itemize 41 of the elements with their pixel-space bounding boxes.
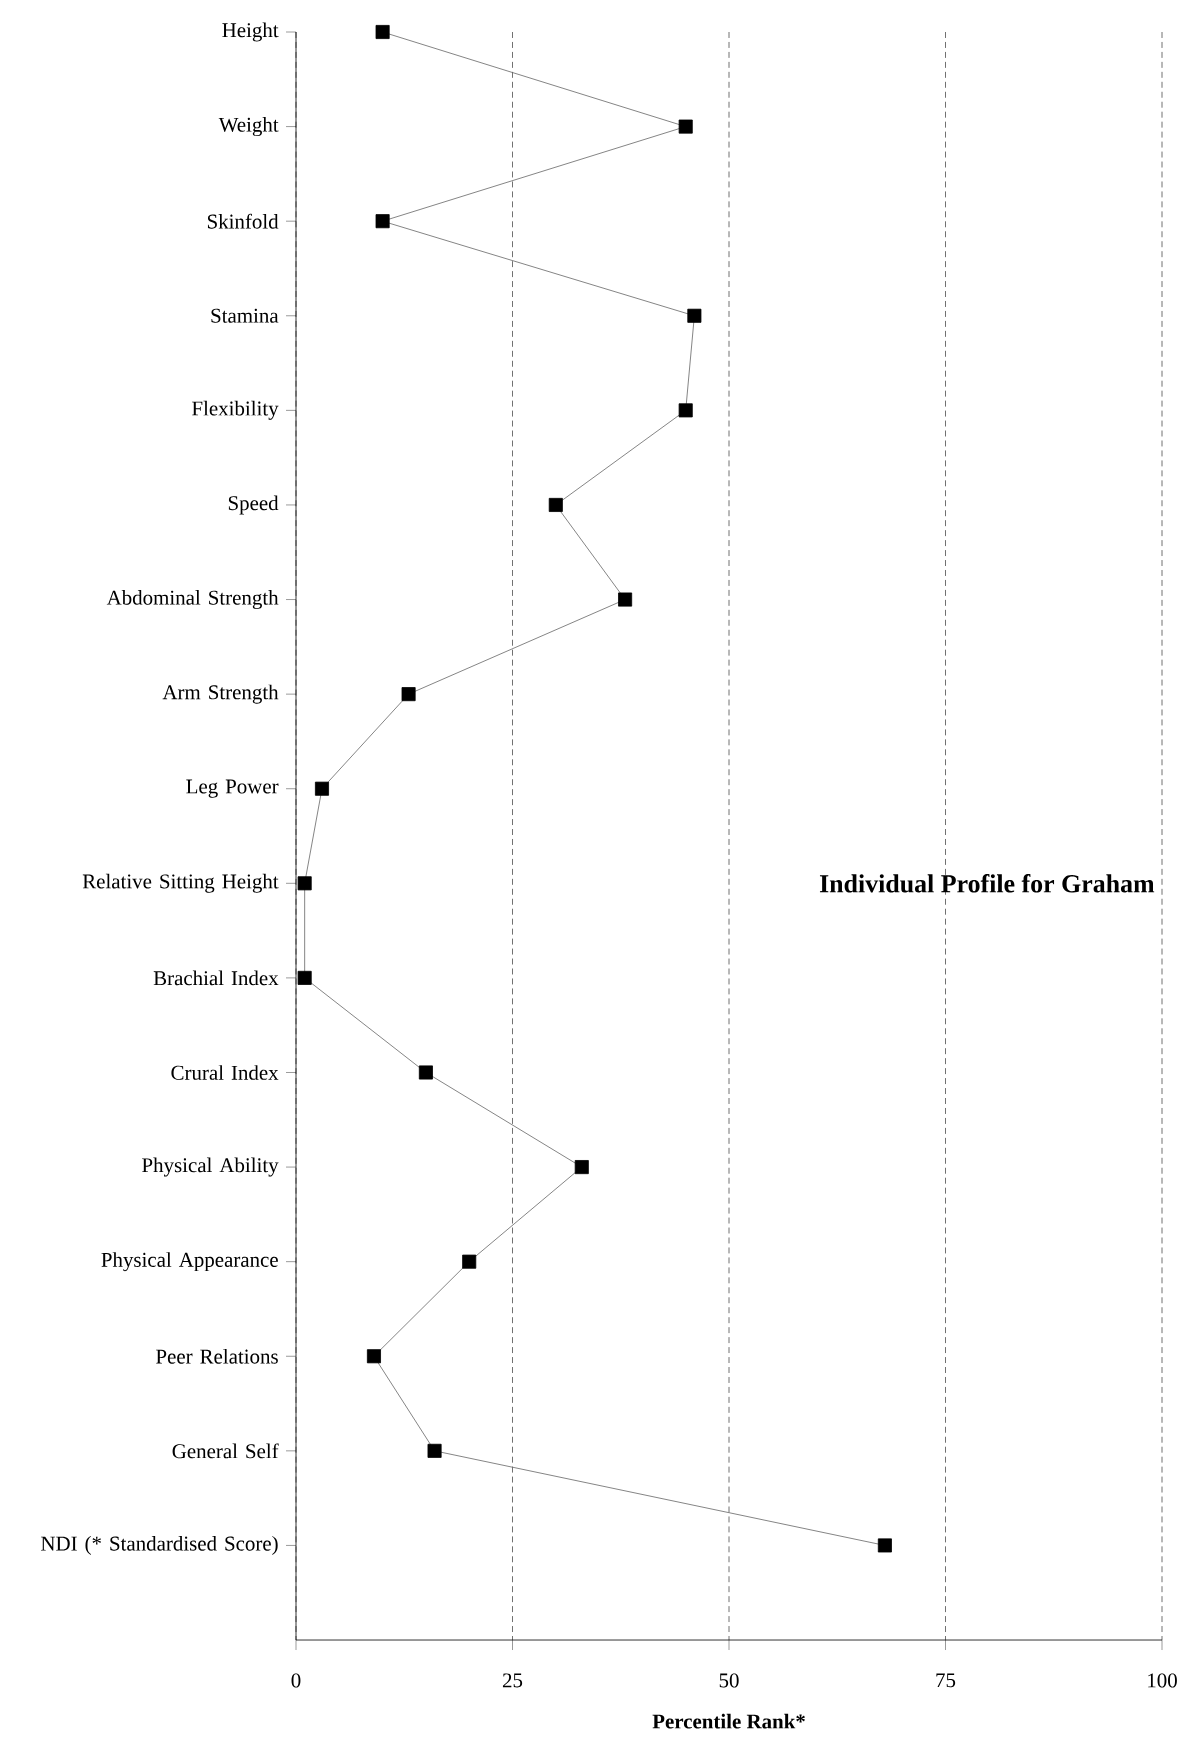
y-tick-label: Crural Index xyxy=(171,1065,279,1080)
y-tick-label: Flexibility xyxy=(192,400,279,420)
point xyxy=(548,497,563,512)
point xyxy=(618,592,633,607)
text: Individual Profile for Graham xyxy=(819,874,1155,893)
y-tick-label: Skinfold xyxy=(207,213,279,229)
point xyxy=(297,970,312,985)
point xyxy=(687,308,702,323)
point xyxy=(314,781,329,796)
point xyxy=(877,1538,892,1553)
y-tick-label: Peer Relations xyxy=(156,1348,278,1364)
y-tick-label: Arm Strength xyxy=(162,684,279,704)
y-tick-label: Brachial Index xyxy=(153,970,279,986)
point xyxy=(574,1160,589,1175)
x-tick-label: 0 xyxy=(291,1673,301,1688)
y-tick-label: NDI (* Standardised Score) xyxy=(41,1535,278,1555)
x-axis-title: Percentile Rank* xyxy=(652,1713,805,1729)
point xyxy=(375,214,390,229)
x-tick-label: 100 xyxy=(1148,1673,1177,1688)
y-tick-label: Abdominal Strength xyxy=(106,590,279,610)
x-tick-label: 25 xyxy=(502,1673,523,1688)
y-tick-label: Physical Ability xyxy=(142,1157,279,1177)
y-tick-label: Physical Appearance xyxy=(101,1252,278,1272)
point xyxy=(427,1443,442,1458)
point xyxy=(366,1349,381,1364)
point xyxy=(401,687,416,702)
x-tick-label: 50 xyxy=(719,1673,739,1688)
point xyxy=(418,1065,433,1080)
y-tick-label: Weight xyxy=(218,117,279,137)
point xyxy=(297,876,312,891)
y-tick-label: Relative Sitting Height xyxy=(82,873,279,893)
y-tick-label: Stamina xyxy=(211,308,279,323)
point xyxy=(375,25,390,39)
point xyxy=(678,403,693,418)
point xyxy=(462,1254,477,1269)
y-tick-label: Leg Power xyxy=(186,779,279,798)
point xyxy=(678,119,693,134)
y-tick-label: Height xyxy=(222,22,279,42)
x-tick-label: 75 xyxy=(936,1673,956,1688)
y-tick-label: Speed xyxy=(228,495,279,515)
y-tick-label: General Self xyxy=(172,1443,279,1459)
